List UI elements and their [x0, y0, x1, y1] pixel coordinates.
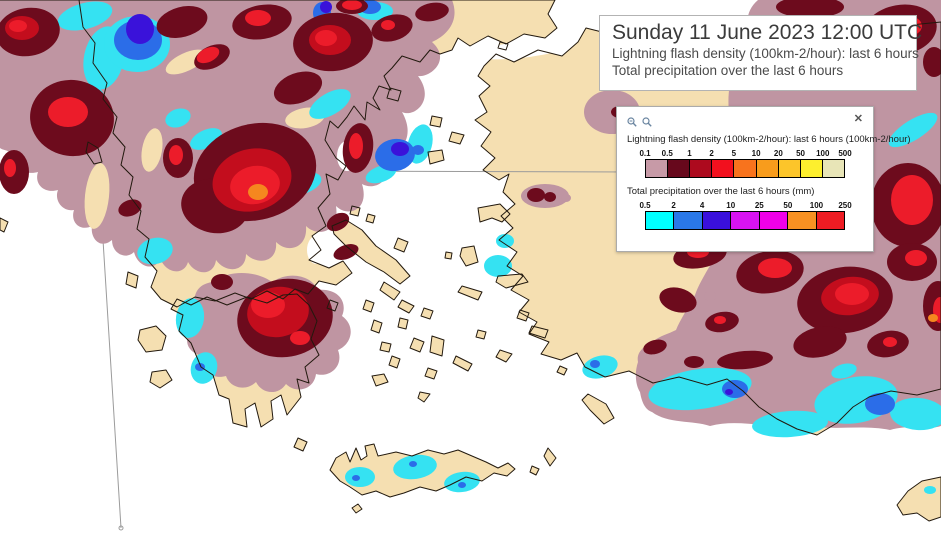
legend-tick: 4 [699, 201, 705, 210]
legend-swatch [730, 212, 759, 229]
legend-tick: 500 [838, 149, 852, 158]
precipitation-colorbar: 0.5 2 4 10 25 50 100 250 [639, 200, 852, 230]
close-icon[interactable]: ✕ [853, 112, 863, 125]
legend-swatch [733, 160, 756, 177]
legend-tick: 250 [838, 201, 852, 210]
map-title: Sunday 11 June 2023 12:00 UTC [612, 21, 923, 44]
legend-tick: 10 [751, 149, 761, 158]
legend-tick: 2 [671, 201, 676, 210]
legend-tick: 50 [796, 149, 805, 158]
legend-swatch [787, 212, 816, 229]
legend-swatch [821, 160, 844, 177]
legend-tick: 2 [709, 149, 714, 158]
legend-tick: 25 [754, 201, 764, 210]
legend-toolbar: ✕ [627, 107, 863, 127]
legend-tick: 10 [726, 201, 736, 210]
overlay-red [4, 0, 941, 347]
legend-swatch [646, 212, 674, 229]
legend-tick: 100 [809, 201, 824, 210]
legend-swatch [758, 212, 788, 229]
legend-tick: 20 [773, 149, 783, 158]
legend-swatch [755, 160, 778, 177]
lightning-legend-label: Lightning flash density (100km-2/hour): … [627, 134, 911, 145]
legend-tick: 100 [816, 149, 830, 158]
legend-swatch [689, 160, 712, 177]
zoom-in-icon[interactable] [627, 114, 637, 127]
legend-tick: 0.5 [661, 149, 673, 158]
legend-swatch [667, 160, 690, 177]
legend-swatch [815, 212, 844, 229]
zoom-out-icon[interactable] [642, 114, 652, 127]
legend-swatch [673, 212, 702, 229]
legend-tick: 0.5 [639, 201, 651, 210]
timestamp-panel: Sunday 11 June 2023 12:00 UTC Lightning … [599, 15, 923, 91]
legend-swatch [701, 212, 731, 229]
legend-swatch [777, 160, 800, 177]
legend-panel: ✕ Lightning flash density (100km-2/hour)… [616, 106, 911, 252]
legend-swatch [711, 160, 734, 177]
legend-tick: 1 [687, 149, 692, 158]
legend-swatch [799, 160, 822, 177]
legend-tick: 50 [783, 201, 793, 210]
lightning-colorbar: 0.1 0.5 1 2 5 10 20 50 100 500 [639, 148, 852, 178]
map-subtitle-precipitation: Total precipitation over the last 6 hour… [612, 63, 844, 79]
legend-swatch [646, 160, 668, 177]
legend-tick: 5 [731, 149, 737, 158]
overlay-orange [248, 184, 938, 322]
precipitation-legend-label: Total precipitation over the last 6 hour… [627, 186, 815, 197]
legend-tick: 0.1 [639, 149, 651, 158]
map-subtitle-lightning: Lightning flash density (100km-2/hour): … [612, 46, 919, 61]
